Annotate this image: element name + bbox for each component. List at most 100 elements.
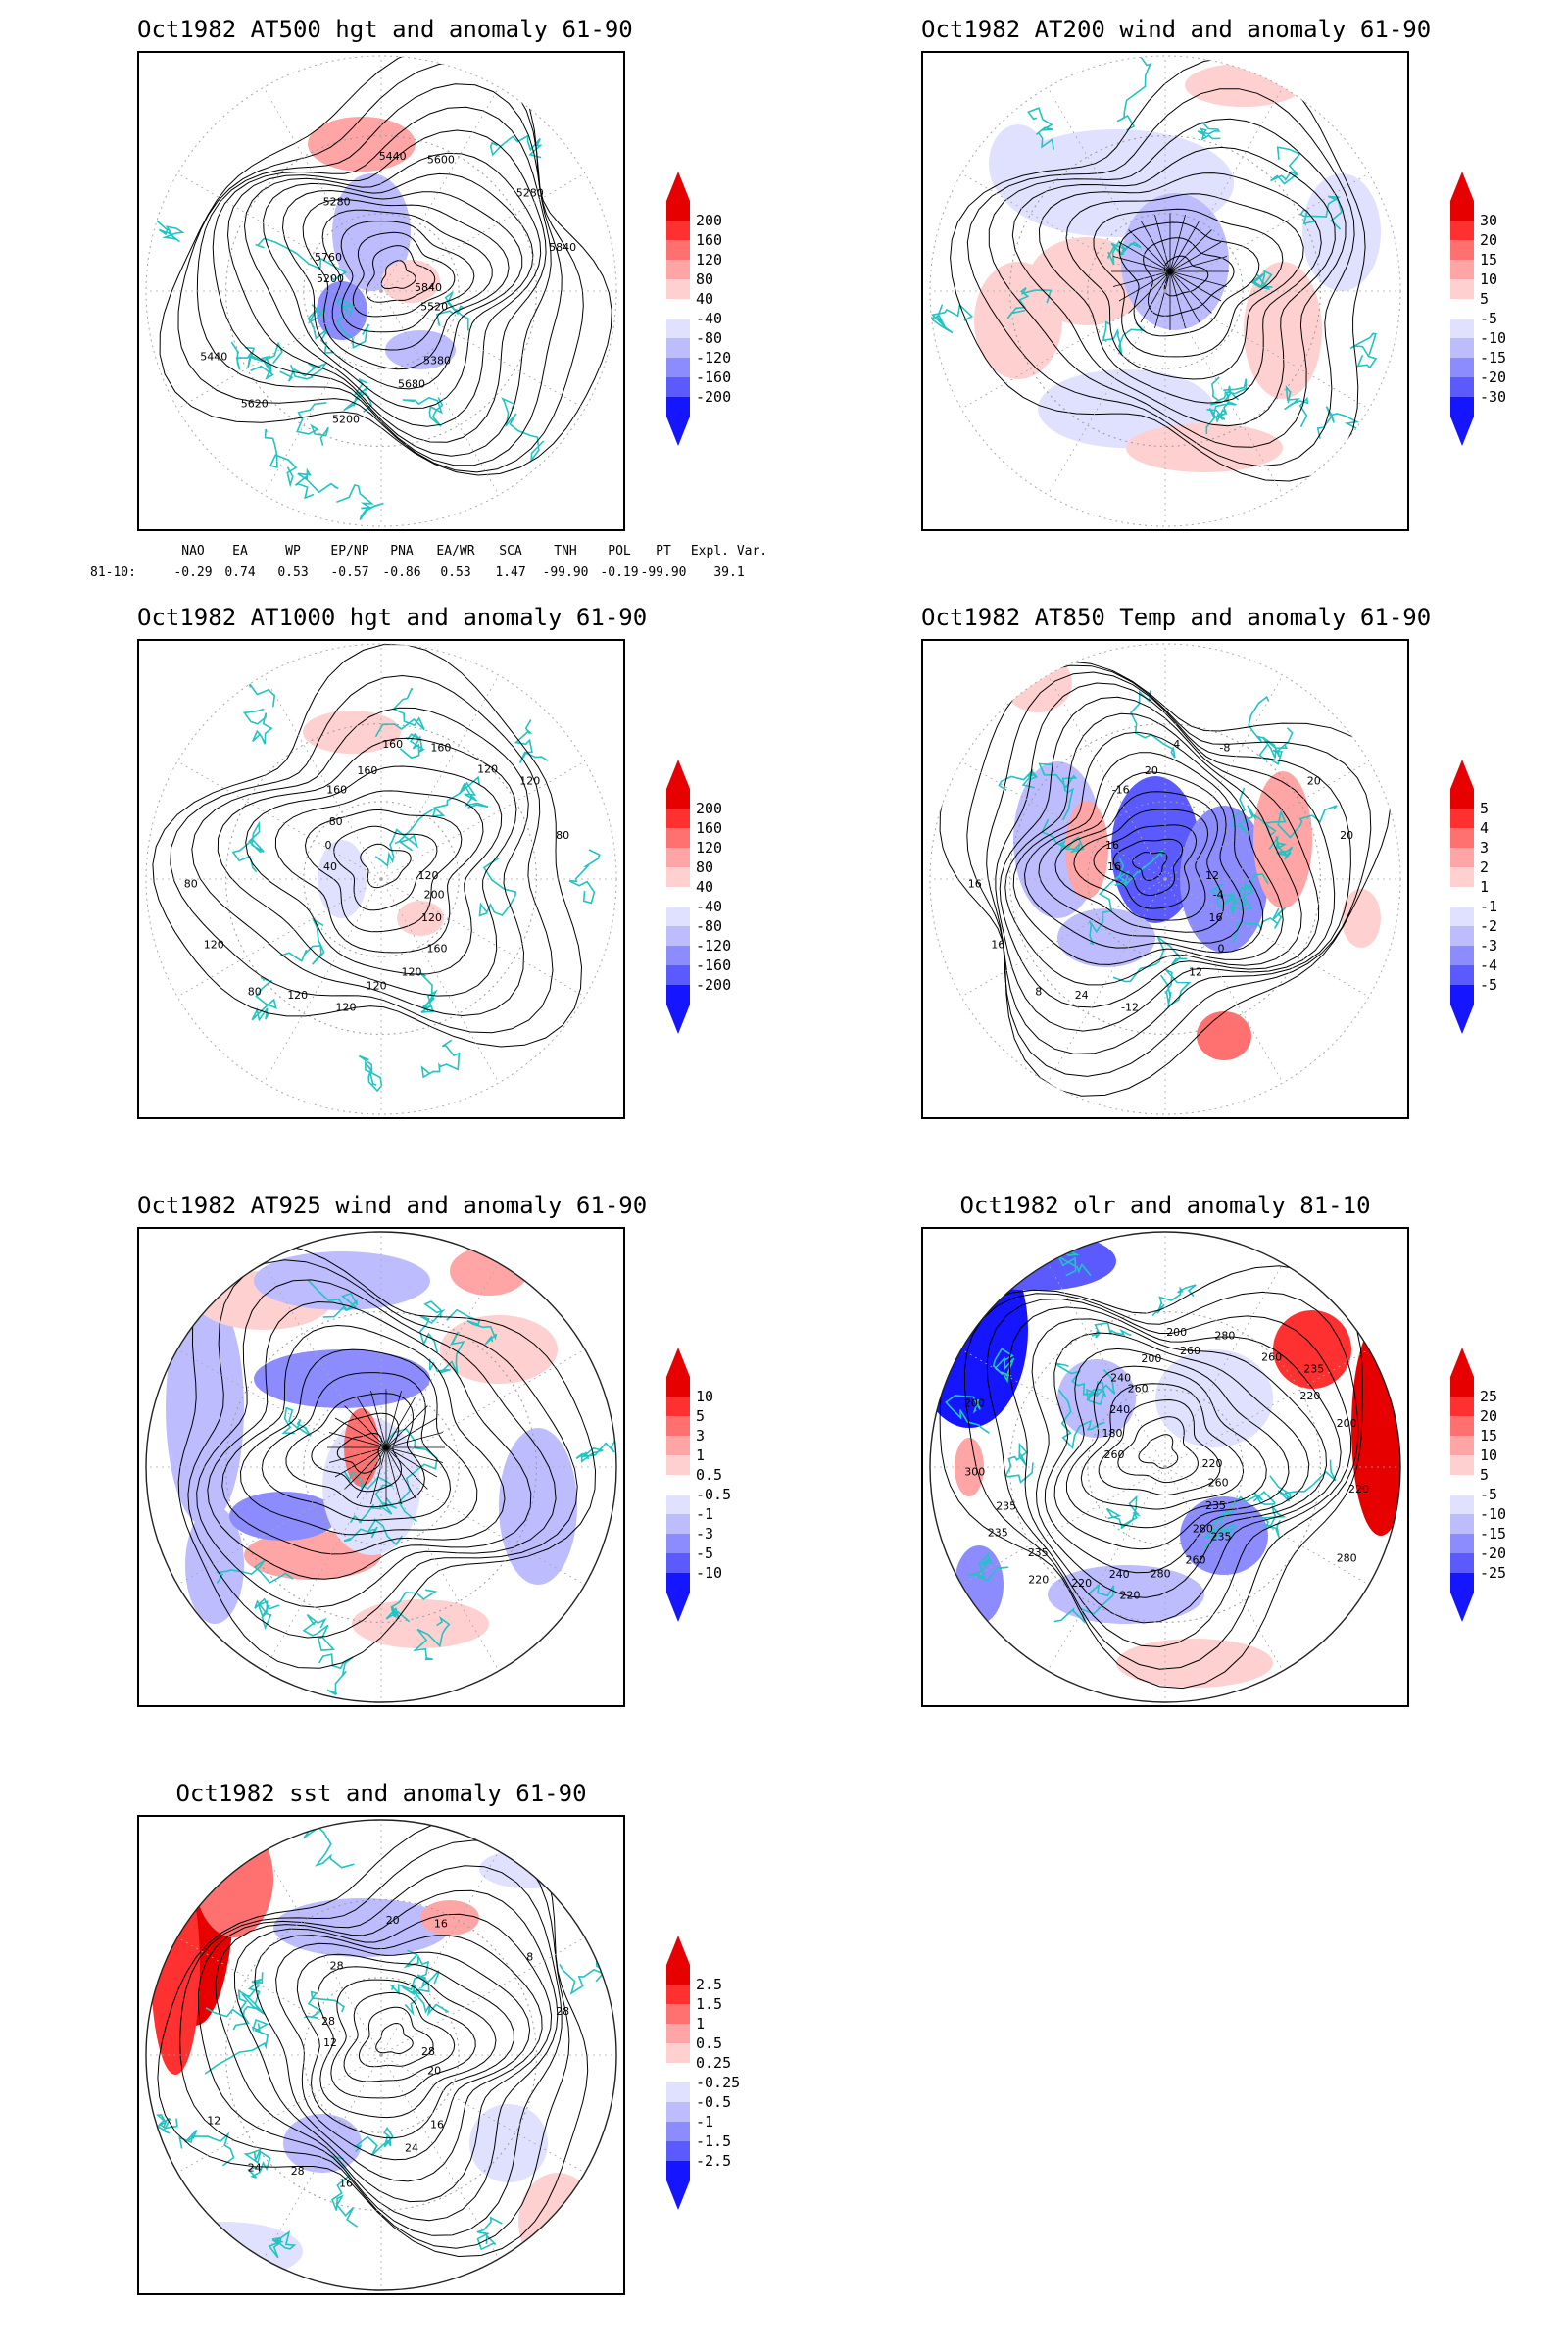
colorbar-swatch [1450, 338, 1474, 358]
coastline [243, 2148, 271, 2179]
coastline [343, 1518, 403, 1546]
anomaly-shading [332, 173, 411, 291]
contour-label: 200 [964, 1397, 985, 1410]
streamline [1169, 241, 1222, 272]
anomaly-shading [450, 1247, 528, 1296]
colorbar-tick-label: 200 [696, 212, 723, 229]
colorbar-scale [666, 1348, 690, 1622]
colorbar-tick-label: 25 [1480, 1388, 1498, 1405]
contour-label: 5840 [549, 241, 576, 254]
coastline [384, 1428, 438, 1523]
contour-line [1054, 1348, 1290, 1550]
anomaly-shading [385, 330, 456, 369]
contour-label: 120 [402, 965, 422, 978]
streamline [385, 1446, 444, 1463]
colorbar-swatch [666, 828, 690, 848]
contour-line [1023, 752, 1264, 954]
contour-label: 20 [1307, 774, 1321, 787]
colorbar-tick-label: -160 [696, 956, 732, 974]
anomaly-shading [308, 117, 416, 172]
coastline [1270, 146, 1301, 185]
colorbar-tick-label: -2.5 [696, 2152, 732, 2170]
map-frame [137, 1227, 625, 1707]
coastline [204, 2018, 270, 2075]
coastline [1250, 270, 1273, 291]
colorbar-tick-label: -200 [696, 976, 732, 994]
anomaly-shading [1197, 1011, 1251, 1060]
coastline [1006, 287, 1053, 319]
tc-value: 0.74 [224, 565, 256, 580]
colorbar-tick-label: 5 [1480, 1466, 1490, 1484]
colorbar-swatch [666, 1455, 690, 1475]
contour-line [995, 682, 1336, 1032]
streamline [1154, 270, 1171, 329]
colorbar-tick-label: 3 [1480, 839, 1490, 857]
coastline [1038, 762, 1078, 821]
contour-line [245, 765, 503, 975]
streamline [1169, 270, 1200, 323]
contour-line [1112, 838, 1183, 897]
colorbar-tick-label: -80 [696, 917, 723, 935]
contour-label: 24 [1075, 989, 1089, 1002]
contour-line [1044, 1332, 1310, 1574]
coastline [318, 1653, 354, 1696]
streamline [1112, 270, 1171, 287]
colorbar-tick-label: 2 [1480, 858, 1490, 876]
contour-line [1065, 193, 1304, 380]
colorbar-swatch [1450, 1416, 1474, 1436]
contour-label: 28 [291, 2165, 305, 2178]
contour-line [1011, 146, 1336, 427]
contour-line [999, 696, 1320, 1008]
contour-label: 280 [1214, 1330, 1235, 1343]
contour-line [352, 231, 456, 318]
colorbar-tick-label: 15 [1480, 1427, 1498, 1445]
contour-line [261, 1372, 452, 1521]
contour-label: 5280 [323, 196, 351, 209]
contour-label: 16 [339, 2178, 353, 2190]
colorbar-swatch [1450, 887, 1474, 906]
streamline [385, 1405, 428, 1448]
contour-label: 235 [1028, 1546, 1049, 1559]
contour-label: 180 [1102, 1427, 1123, 1440]
colorbar-swatch [666, 279, 690, 299]
map-panel-u925: Oct1982 AT925 wind and anomaly 61-90 [137, 1186, 647, 1715]
coastline [1248, 695, 1294, 758]
colorbar-tick-label: 0.5 [696, 2034, 723, 2052]
tc-value: -99.90 [640, 565, 687, 580]
coastline [413, 1615, 451, 1661]
colorbar-swatch [666, 240, 690, 260]
contour-label: 120 [336, 1002, 357, 1014]
colorbar-scale [1450, 760, 1474, 1034]
panel-title: Oct1982 olr and anomaly 81-10 [959, 1192, 1371, 1219]
contour-line [317, 1966, 497, 2119]
streamline [1154, 214, 1171, 272]
contour-line [343, 1991, 456, 2082]
contour-label: 16 [1105, 839, 1119, 852]
anomaly-shading [318, 840, 367, 918]
colorbar-swatch [666, 1514, 690, 1534]
contour-label: 5600 [427, 154, 455, 167]
coastline [216, 1559, 294, 1584]
coastline [967, 1551, 1008, 1582]
colorbar-tick-label: -2 [1480, 917, 1498, 935]
coastline [1197, 121, 1221, 141]
contour-label: 220 [1299, 1390, 1320, 1402]
map-frame: 28 24 20 16 12 8 16 28 20 12 16 24 28 28 28 [137, 1815, 625, 2295]
contour-label: 220 [1028, 1573, 1049, 1586]
contour-line [986, 671, 1351, 1054]
polar-stereographic-map: 120 80 160 160 40 120 120 160 200 120 160 120 0 80 120… [145, 643, 617, 1115]
colorbar-tick-label: 15 [1480, 251, 1498, 269]
streamline [344, 1446, 387, 1490]
contour-line [281, 189, 523, 390]
anomaly-shading [479, 1849, 577, 1888]
coastline [155, 2114, 178, 2134]
streamline [344, 1405, 387, 1448]
colorbar-swatch [666, 926, 690, 946]
coastline [402, 1969, 440, 1996]
contour-label: 28 [330, 1960, 344, 1973]
contour-line [1073, 808, 1209, 921]
tc-value: 39.1 [713, 565, 745, 580]
colorbar-tick-label: -5 [1480, 976, 1498, 994]
coastline [1209, 376, 1248, 406]
colorbar-scale [666, 760, 690, 1034]
